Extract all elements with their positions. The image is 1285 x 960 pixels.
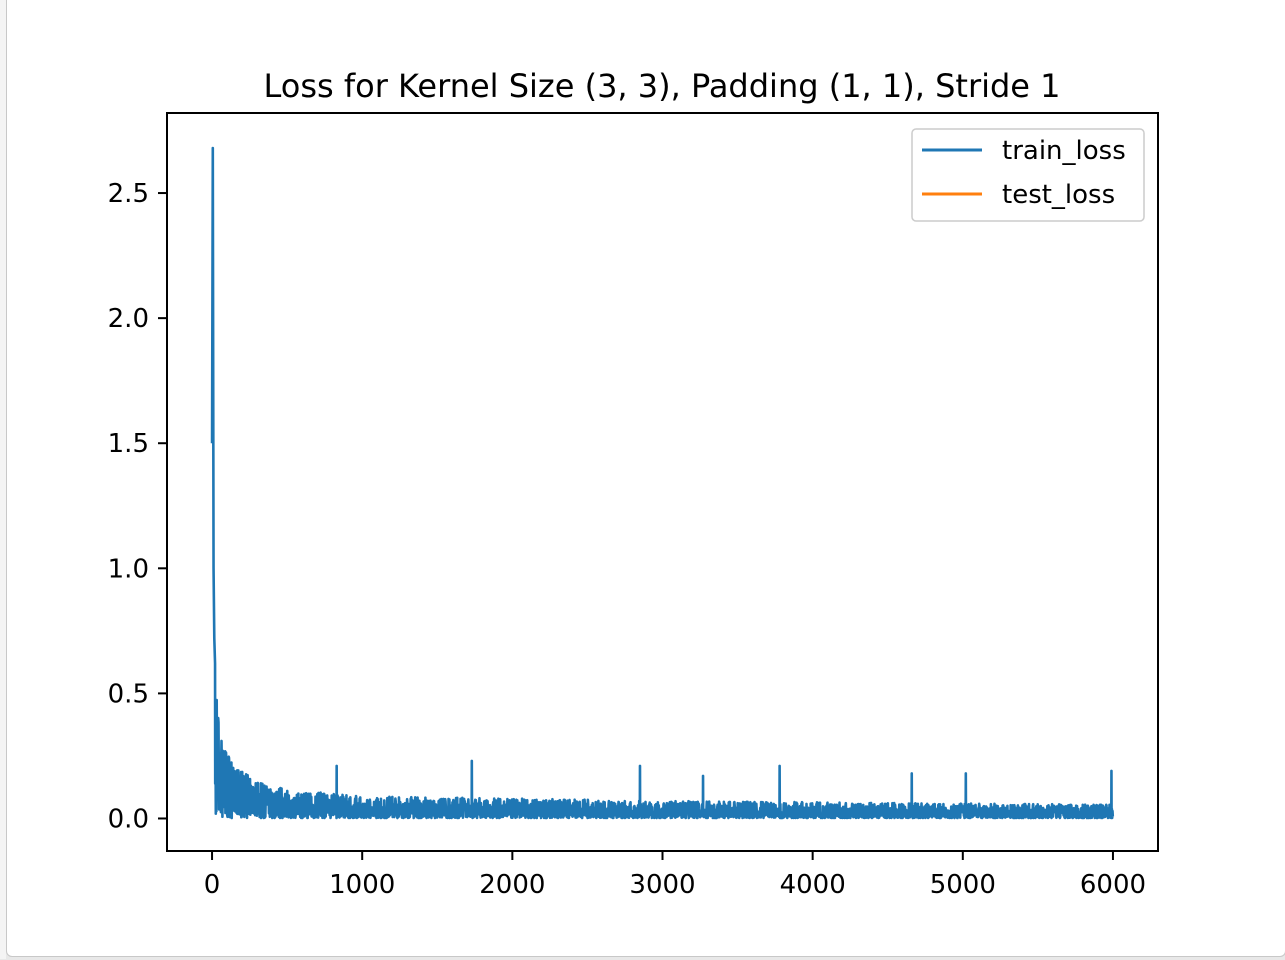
legend-label: test_loss xyxy=(1002,180,1115,210)
y-tick-label: 1.0 xyxy=(108,554,149,584)
y-tick-label: 0.0 xyxy=(108,804,149,834)
x-tick-label: 0 xyxy=(204,870,221,900)
legend: train_loss test_loss xyxy=(911,128,1145,222)
y-axis: 0.0 0.5 1.0 1.5 2.0 2.5 xyxy=(108,179,167,834)
plot-frame xyxy=(166,112,1159,852)
x-tick-label: 6000 xyxy=(1080,870,1146,900)
figure-window: Loss for Kernel Size (3, 3), Padding (1,… xyxy=(6,0,1285,957)
y-tick-label: 0.5 xyxy=(108,679,149,709)
x-tick-label: 4000 xyxy=(780,870,846,900)
loss-chart: Loss for Kernel Size (3, 3), Padding (1,… xyxy=(108,67,1159,900)
x-tick-label: 2000 xyxy=(479,870,545,900)
x-axis: 0 1000 2000 3000 4000 5000 6000 xyxy=(204,851,1146,900)
x-tick-label: 5000 xyxy=(930,870,996,900)
y-tick-label: 1.5 xyxy=(108,429,149,459)
x-tick-label: 1000 xyxy=(329,870,395,900)
window-edge xyxy=(0,0,6,959)
chart-title: Loss for Kernel Size (3, 3), Padding (1,… xyxy=(263,67,1060,105)
series-layer xyxy=(210,146,1115,820)
series-line-train_loss xyxy=(210,146,1115,820)
legend-label: train_loss xyxy=(1002,136,1126,166)
y-tick-label: 2.0 xyxy=(108,304,149,334)
x-tick-label: 3000 xyxy=(629,870,695,900)
y-tick-label: 2.5 xyxy=(108,179,149,209)
legend-box xyxy=(911,128,1145,222)
